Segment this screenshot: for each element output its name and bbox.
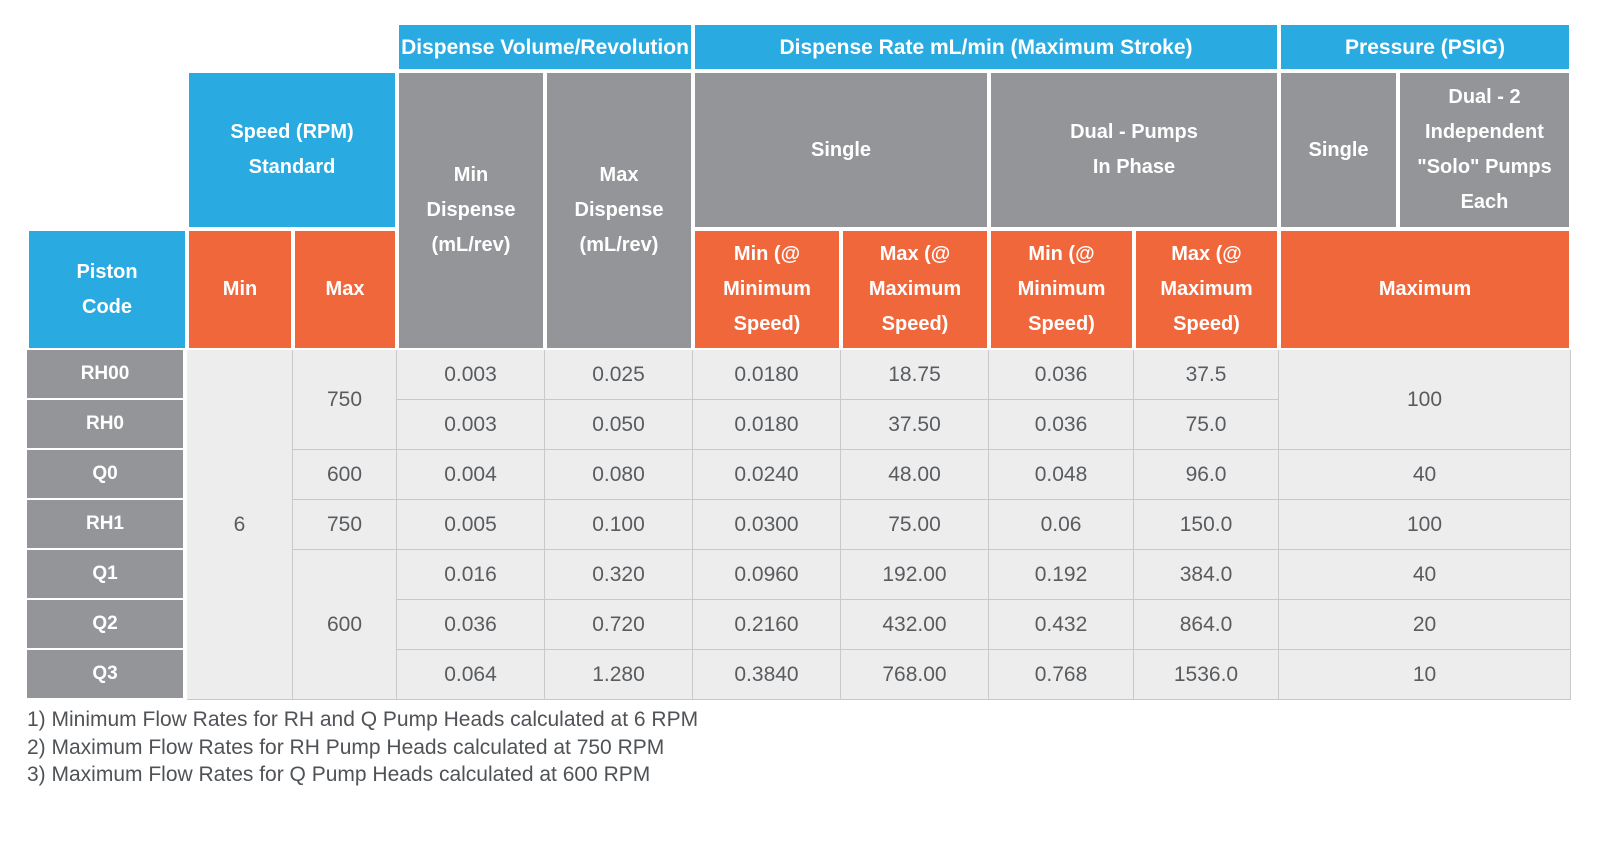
cell-q3-dual-max: 1536.0 [1134,650,1279,700]
row-label-q1: Q1 [27,550,187,600]
cell-rh1-dual-max: 150.0 [1134,500,1279,550]
header-single-min-speed: Min (@ Minimum Speed) [693,229,841,350]
footnote-1: 1) Minimum Flow Rates for RH and Q Pump … [27,708,699,731]
cell-q2-dual-max: 864.0 [1134,600,1279,650]
cell-q2-max-dispense: 0.720 [545,600,693,650]
header-single: Single [693,71,989,229]
cell-speed-max-q1-q3: 600 [293,550,397,700]
cell-pressure-rh1: 100 [1279,500,1571,550]
cell-rh00-dual-min: 0.036 [989,350,1134,400]
cell-rh00-single-min: 0.0180 [693,350,841,400]
cell-q0-max-dispense: 0.080 [545,450,693,500]
cell-q3-single-min: 0.3840 [693,650,841,700]
cell-q3-dual-min: 0.768 [989,650,1134,700]
cell-q1-min-dispense: 0.016 [397,550,545,600]
cell-rh1-single-min: 0.0300 [693,500,841,550]
cell-speed-max-rh1: 750 [293,500,397,550]
header-dual-max-speed: Max (@ Maximum Speed) [1134,229,1279,350]
cell-pressure-q1: 40 [1279,550,1571,600]
cell-q1-single-min: 0.0960 [693,550,841,600]
cell-q3-min-dispense: 0.064 [397,650,545,700]
cell-pressure-q3: 10 [1279,650,1571,700]
cell-rh00-max-dispense: 0.025 [545,350,693,400]
cell-rh0-dual-max: 75.0 [1134,400,1279,450]
cell-rh1-single-max: 75.00 [841,500,989,550]
cell-q2-dual-min: 0.432 [989,600,1134,650]
cell-q2-single-max: 432.00 [841,600,989,650]
cell-q0-dual-min: 0.048 [989,450,1134,500]
row-label-rh0: RH0 [27,400,187,450]
cell-q2-single-min: 0.2160 [693,600,841,650]
row-label-rh00: RH00 [27,350,187,400]
cell-q1-max-dispense: 0.320 [545,550,693,600]
pump-spec-table: Dispense Volume/Revolution Dispense Rate… [27,23,1571,700]
cell-rh0-max-dispense: 0.050 [545,400,693,450]
cell-rh0-single-min: 0.0180 [693,400,841,450]
row-label-q3: Q3 [27,650,187,700]
header-pressure-single: Single [1279,71,1398,229]
header-max-dispense: Max Dispense (mL/rev) [545,71,693,350]
cell-rh0-dual-min: 0.036 [989,400,1134,450]
header-single-max-speed: Max (@ Maximum Speed) [841,229,989,350]
cell-pressure-q0: 40 [1279,450,1571,500]
header-dispense-volume: Dispense Volume/Revolution [397,23,693,71]
cell-q0-single-min: 0.0240 [693,450,841,500]
cell-speed-max-rh00-rh0: 750 [293,350,397,450]
cell-rh1-min-dispense: 0.005 [397,500,545,550]
header-pressure-dual-solo: Dual - 2 Independent "Solo" Pumps Each [1398,71,1571,229]
cell-q0-single-max: 48.00 [841,450,989,500]
header-min-dispense: Min Dispense (mL/rev) [397,71,545,350]
cell-pressure-q2: 20 [1279,600,1571,650]
cell-q1-dual-min: 0.192 [989,550,1134,600]
cell-q3-max-dispense: 1.280 [545,650,693,700]
header-dual-pumps-in-phase: Dual - Pumps In Phase [989,71,1279,229]
row-label-q2: Q2 [27,600,187,650]
cell-speed-min-all: 6 [187,350,293,700]
footnote-2: 2) Maximum Flow Rates for RH Pump Heads … [27,735,665,759]
cell-speed-max-q0: 600 [293,450,397,500]
header-dual-min-speed: Min (@ Minimum Speed) [989,229,1134,350]
cell-pressure-rh00-rh0: 100 [1279,350,1571,450]
cell-q0-min-dispense: 0.004 [397,450,545,500]
header-piston-code: Piston Code [27,229,187,350]
row-label-rh1: RH1 [27,500,187,550]
header-pressure: Pressure (PSIG) [1279,23,1571,71]
cell-q2-min-dispense: 0.036 [397,600,545,650]
cell-rh00-single-max: 18.75 [841,350,989,400]
cell-rh1-max-dispense: 0.100 [545,500,693,550]
footnotes: 1) Minimum Flow Rates for RH and Q Pump … [27,706,698,789]
cell-q3-single-max: 768.00 [841,650,989,700]
cell-q1-single-max: 192.00 [841,550,989,600]
cell-rh0-min-dispense: 0.003 [397,400,545,450]
cell-rh00-dual-max: 37.5 [1134,350,1279,400]
cell-q1-dual-max: 384.0 [1134,550,1279,600]
header-pressure-maximum: Maximum [1279,229,1571,350]
cell-rh1-dual-min: 0.06 [989,500,1134,550]
header-speed-rpm-standard: Speed (RPM) Standard [187,71,397,229]
header-dispense-rate: Dispense Rate mL/min (Maximum Stroke) [693,23,1279,71]
footnote-3: 3) Maximum Flow Rates for Q Pump Heads c… [27,763,651,786]
cell-rh0-single-max: 37.50 [841,400,989,450]
header-speed-max: Max [293,229,397,350]
row-label-q0: Q0 [27,450,187,500]
cell-rh00-min-dispense: 0.003 [397,350,545,400]
header-speed-min: Min [187,229,293,350]
cell-q0-dual-max: 96.0 [1134,450,1279,500]
